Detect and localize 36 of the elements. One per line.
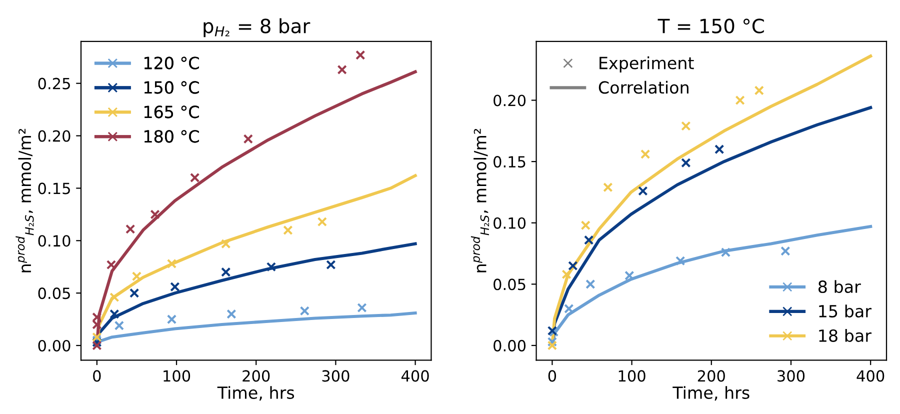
legend-label: 150 °C [144,81,199,94]
legend-label: 180 °C [144,130,199,143]
x-tick-label: 300 [322,370,350,382]
x-tick-label: 400 [856,370,884,382]
annotation: Correlation [598,80,688,94]
x-tick-label: 0 [548,370,556,382]
y-tick-label: 0.25 [38,78,70,90]
x-tick-label: 200 [698,370,725,382]
legend-label: 120 °C [144,56,199,70]
x-axis-title: Time, hrs [672,386,750,401]
chart-title: T = 150 °C [658,18,764,34]
legend-label: 165 °C [144,106,199,118]
legend-label: 15 bar [819,304,872,318]
x-tick-label: 300 [778,370,805,382]
annotation: Experiment [600,56,694,73]
y-tick-label: 0.15 [38,182,70,194]
y-tick-label: 0.15 [494,156,526,168]
chart-title: p$_{H₂}$ = 8 bar [204,18,310,38]
y-tick-label: 0.20 [494,94,526,106]
y-tick-label: 0.05 [38,288,70,300]
x-tick-label: 0 [93,370,101,382]
x-axis-title: Time, hrs [217,386,294,401]
y-axis-title: n$^{prod}$$_{H₂S}$, mmol/m² [470,128,490,272]
y-tick-label: 0.10 [38,235,70,247]
x-tick-label: 100 [618,370,646,382]
y-tick-label: 0.05 [494,278,526,290]
y-axis-title: n$^{prod}$$_{H₂S}$, mmol/m² [16,128,34,272]
x-tick-label: 400 [401,370,429,382]
legend-label: 8 bar [818,280,861,294]
x-tick-label: 200 [242,370,270,382]
y-tick-label: 0.00 [38,340,70,352]
y-tick-label: 0.10 [494,217,526,229]
y-tick-label: 0.00 [494,340,526,352]
y-tick-label: 0.20 [38,130,70,142]
x-tick-label: 100 [164,370,190,382]
legend-label: 18 bar [819,329,872,342]
